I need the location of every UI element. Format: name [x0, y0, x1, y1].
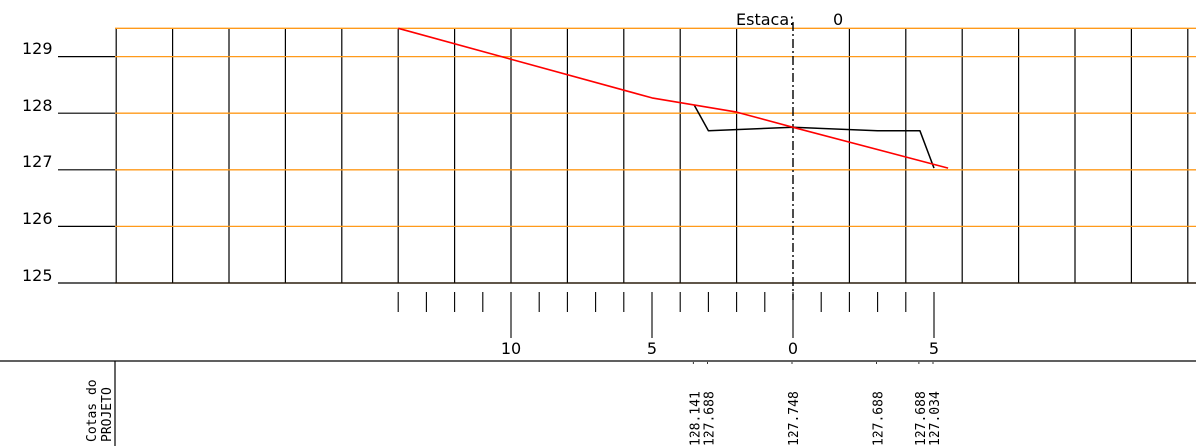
elevation-label-126: 126 — [22, 209, 53, 228]
data-table: Cotas do PROJETO 128.141 127.688 127.748 12… — [0, 360, 1196, 446]
terrain-profile-line — [397, 27, 949, 169]
offset-label-left-10: 10 — [501, 339, 521, 358]
table-value: 127.688 — [702, 391, 717, 446]
elevation-label-125: 125 — [22, 266, 53, 285]
vertical-grid-lines — [115, 28, 1189, 283]
table-row-label-line2: PROJETO — [100, 387, 115, 442]
elevation-tick-labels: 129 128 127 126 125 — [22, 39, 53, 285]
table-value: 128.141 — [688, 391, 703, 446]
table-value: 127.748 — [787, 391, 802, 446]
station-value: 0 — [833, 10, 843, 29]
design-section-line — [693, 104, 935, 169]
table-value: 127.688 — [872, 391, 887, 446]
table-value: 127.688 — [914, 391, 929, 446]
elevation-label-127: 127 — [22, 152, 53, 171]
profiles — [397, 27, 949, 169]
elevation-label-129: 129 — [22, 39, 53, 58]
offset-label-center: 0 — [788, 339, 798, 358]
station-label: Estaca: — [736, 10, 795, 29]
offset-label-left-5: 5 — [647, 339, 657, 358]
offset-labels: 10 5 0 5 — [501, 339, 939, 358]
offset-label-right-5: 5 — [929, 339, 939, 358]
elevation-label-128: 128 — [22, 96, 53, 115]
table-value: 127.034 — [928, 391, 943, 446]
elevation-axis-ticks — [58, 55, 1196, 284]
offset-scale — [397, 292, 935, 338]
table-row-label-line1: Cotas do — [85, 379, 100, 442]
table-values: 128.141 127.688 127.748 127.688 127.688 127.0… — [688, 362, 943, 446]
